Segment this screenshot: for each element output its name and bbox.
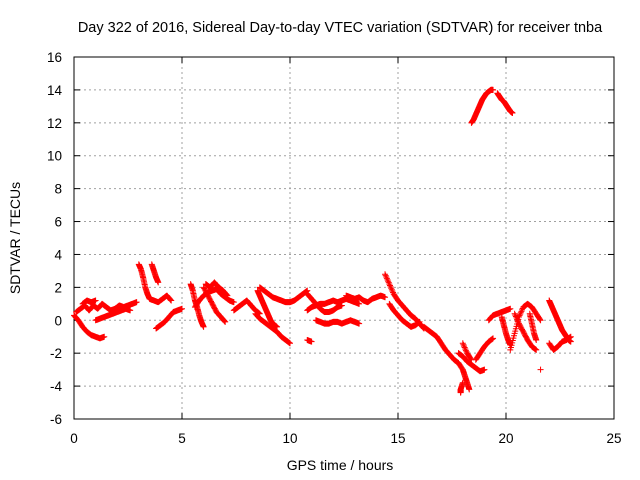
data-point	[356, 300, 363, 307]
data-point	[512, 313, 519, 320]
data-point	[459, 340, 466, 347]
x-tick-labels: 0 5 10 15 20 25	[70, 431, 621, 446]
data-point	[467, 355, 474, 362]
data-points	[71, 86, 574, 396]
data-point	[133, 299, 140, 306]
data-point	[356, 320, 363, 327]
data-point	[511, 310, 518, 317]
y-tick-label: 6	[54, 215, 62, 230]
data-point	[461, 343, 468, 350]
y-axis-label: SDTVAR / TECUs	[7, 182, 23, 294]
data-point	[514, 317, 521, 324]
data-point	[509, 109, 516, 116]
data-point	[416, 318, 423, 325]
data-point	[127, 307, 134, 314]
x-tick-label: 25	[606, 431, 621, 446]
data-point	[179, 305, 185, 312]
data-point	[167, 296, 174, 303]
data-point	[101, 333, 108, 340]
data-point	[386, 281, 393, 288]
data-point	[462, 345, 469, 352]
data-point	[567, 333, 574, 340]
data-point	[533, 346, 540, 353]
data-point	[224, 292, 231, 299]
data-point	[382, 271, 389, 278]
y-tick-label: 16	[47, 50, 62, 65]
data-point	[468, 356, 475, 363]
data-point	[223, 291, 230, 298]
x-tick-label: 10	[282, 431, 297, 446]
data-point	[513, 314, 520, 321]
data-point	[230, 299, 237, 306]
y-tick-label: -4	[50, 379, 62, 394]
data-point	[457, 389, 464, 396]
data-point	[384, 276, 391, 283]
data-point	[507, 305, 514, 312]
data-point	[517, 311, 524, 318]
data-point	[222, 318, 229, 325]
y-tick-label: 14	[47, 83, 63, 98]
data-point	[308, 338, 315, 345]
data-point	[533, 337, 540, 344]
plot-frame	[73, 56, 615, 420]
data-point	[155, 279, 162, 286]
y-tick-label: -2	[50, 346, 62, 361]
data-point	[518, 308, 525, 315]
y-tick-labels: -6 -4 -2 0 2 4 6 8 10 12 14 16	[47, 50, 63, 427]
y-tick-label: 8	[54, 182, 62, 197]
data-point	[389, 288, 396, 295]
data-point	[466, 386, 473, 393]
data-point	[382, 272, 389, 279]
y-tick-label: 2	[54, 280, 62, 295]
data-point	[460, 341, 467, 348]
x-tick-label: 20	[498, 431, 513, 446]
data-point	[383, 275, 390, 282]
gridlines	[74, 57, 614, 419]
x-tick-label: 0	[70, 431, 78, 446]
data-point	[388, 286, 395, 293]
y-tick-label: 4	[54, 247, 62, 262]
data-point	[515, 319, 522, 326]
data-point	[462, 347, 469, 354]
data-point	[385, 279, 392, 286]
data-point	[221, 318, 228, 325]
data-point	[220, 317, 227, 324]
y-tick-label: 12	[47, 116, 62, 131]
data-point	[166, 296, 173, 303]
data-point	[536, 316, 543, 323]
chart-title: Day 322 of 2016, Sidereal Day-to-day VTE…	[78, 20, 603, 36]
data-point	[490, 86, 497, 93]
data-point	[92, 297, 99, 304]
data-point	[461, 344, 468, 351]
data-point	[287, 340, 293, 347]
data-point	[223, 291, 230, 298]
data-point	[387, 283, 394, 290]
data-point	[514, 316, 521, 323]
data-point	[388, 285, 395, 292]
y-tick-label: 10	[47, 149, 62, 164]
data-point	[519, 306, 526, 313]
x-axis-label: GPS time / hours	[287, 457, 394, 473]
data-point	[512, 312, 519, 319]
data-point	[517, 309, 524, 316]
data-point	[537, 317, 544, 324]
y-tick-label: 0	[54, 313, 62, 328]
x-tick-label: 15	[390, 431, 405, 446]
data-point	[481, 366, 488, 373]
data-point	[168, 297, 175, 304]
y-tick-label: -6	[50, 412, 62, 427]
x-tick-label: 5	[178, 431, 186, 446]
axis-ticks	[73, 56, 615, 420]
data-point	[383, 274, 390, 281]
data-point	[200, 323, 207, 330]
data-point	[382, 294, 389, 301]
data-point	[385, 278, 392, 285]
data-point	[490, 335, 497, 342]
data-point	[537, 366, 544, 373]
data-point	[386, 282, 393, 289]
